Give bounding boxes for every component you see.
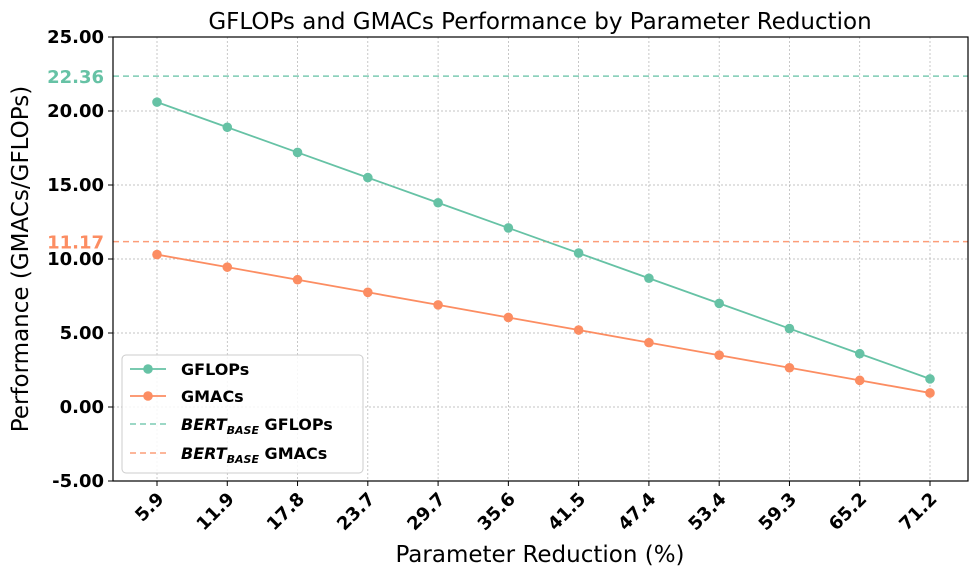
x-tick-label: 35.6	[474, 489, 520, 535]
y-axis-ticks: -5.00 0.00 5.00 10.00 15.00 20.00 25.00	[47, 27, 113, 492]
legend-label: BERTBASE GMACs	[181, 444, 327, 466]
data-point	[854, 375, 865, 386]
data-point	[292, 274, 303, 285]
legend-marker	[143, 391, 153, 401]
data-point	[292, 147, 303, 158]
data-point	[152, 97, 162, 107]
reference-line-label: 11.17	[47, 233, 104, 254]
y-axis-label: Performance (GMACs/GFLOPs)	[8, 86, 34, 432]
data-point	[222, 122, 233, 133]
reference-line-label: 22.36	[47, 67, 104, 88]
x-tick-label: 71.2	[895, 489, 941, 535]
data-point	[854, 348, 865, 359]
x-tick-label: 41.5	[544, 489, 590, 535]
x-tick-label: 65.2	[825, 489, 871, 535]
x-axis-ticks: 5.9 11.9 17.8 23.7 29.7 35.6 41.5 47.4 53.4 59.3 6…	[131, 481, 942, 535]
x-tick-label: 23.7	[333, 489, 379, 535]
data-point	[503, 312, 514, 323]
data-point	[433, 300, 443, 310]
series-line	[156, 101, 931, 380]
series-group	[152, 97, 935, 398]
data-point	[714, 350, 724, 361]
x-tick-label: 11.9	[193, 489, 239, 535]
y-tick-label: 10.00	[47, 249, 104, 270]
data-point	[784, 362, 795, 373]
x-tick-label: 47.4	[614, 489, 660, 535]
data-point	[503, 223, 514, 233]
data-point	[573, 248, 584, 258]
data-point	[573, 325, 584, 335]
y-tick-label: 20.00	[47, 101, 104, 122]
legend-marker	[143, 364, 153, 374]
reference-lines: 22.36 11.17	[47, 67, 968, 254]
chart-title: GFLOPs and GMACs Performance by Paramete…	[208, 9, 871, 35]
data-point	[784, 323, 795, 334]
y-tick-label: 25.00	[47, 27, 104, 48]
data-point	[222, 262, 233, 272]
data-point	[925, 388, 935, 398]
data-point	[152, 249, 162, 260]
data-point	[644, 273, 654, 284]
legend-label: BERTBASE GFLOPs	[181, 415, 333, 437]
series-line	[156, 253, 931, 394]
y-tick-label: 5.00	[60, 323, 104, 344]
x-tick-label: 29.7	[403, 489, 449, 535]
x-tick-label: 59.3	[755, 489, 801, 535]
x-tick-label: 5.9	[131, 489, 168, 526]
y-tick-label: 15.00	[47, 175, 104, 196]
legend-label: GMACs	[181, 387, 244, 406]
legend-box	[121, 354, 364, 474]
data-point	[433, 197, 443, 208]
legend: GFLOPs GMACs BERTBASE GFLOPs BERTBASE GMACs	[121, 354, 364, 474]
data-point	[363, 287, 373, 298]
y-tick-label: 0.00	[60, 397, 104, 418]
data-point	[714, 298, 724, 309]
x-axis-label: Parameter Reduction (%)	[395, 542, 684, 568]
data-point	[644, 337, 654, 348]
data-point	[363, 172, 373, 183]
x-tick-label: 53.4	[684, 489, 730, 535]
legend-label: GFLOPs	[181, 360, 249, 379]
x-tick-label: 17.8	[263, 489, 309, 535]
y-tick-label: -5.00	[52, 471, 104, 492]
data-point	[925, 374, 935, 384]
